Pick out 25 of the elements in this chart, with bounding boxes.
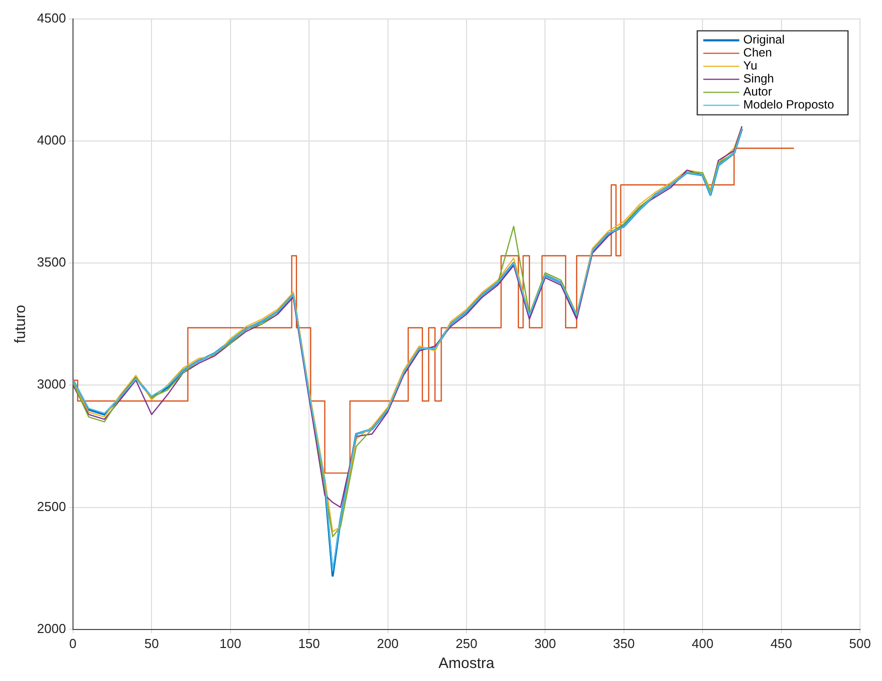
legend-label: Singh [743, 72, 774, 86]
x-tick-label: 250 [456, 636, 478, 651]
x-tick-label: 200 [376, 636, 399, 651]
x-axis-title: Amostra [438, 655, 496, 672]
legend-label: Autor [743, 84, 772, 99]
y-tick-label: 3500 [37, 254, 66, 270]
legend-label: Chen [743, 46, 772, 60]
x-tick-label: 0 [69, 636, 77, 651]
legend-label: Yu [743, 58, 758, 73]
y-axis-title: futuro [12, 304, 30, 344]
x-tick-label: 350 [613, 636, 635, 651]
legend-label: Modelo Proposto [743, 98, 834, 112]
legend-label: Original [743, 32, 785, 47]
x-tick-label: 150 [298, 636, 320, 651]
x-tick-label: 450 [770, 636, 792, 651]
y-tick-label: 3000 [37, 376, 66, 392]
x-tick-label: 100 [219, 636, 242, 651]
x-tick-label: 300 [534, 636, 556, 651]
y-tick-label: 4000 [37, 132, 66, 148]
y-tick-label: 2000 [37, 620, 66, 636]
x-tick-label: 400 [692, 636, 714, 651]
y-tick-label: 2500 [37, 498, 66, 514]
y-tick-label: 4500 [37, 10, 66, 26]
x-tick-label: 50 [144, 636, 159, 651]
x-tick-label: 500 [849, 636, 871, 651]
